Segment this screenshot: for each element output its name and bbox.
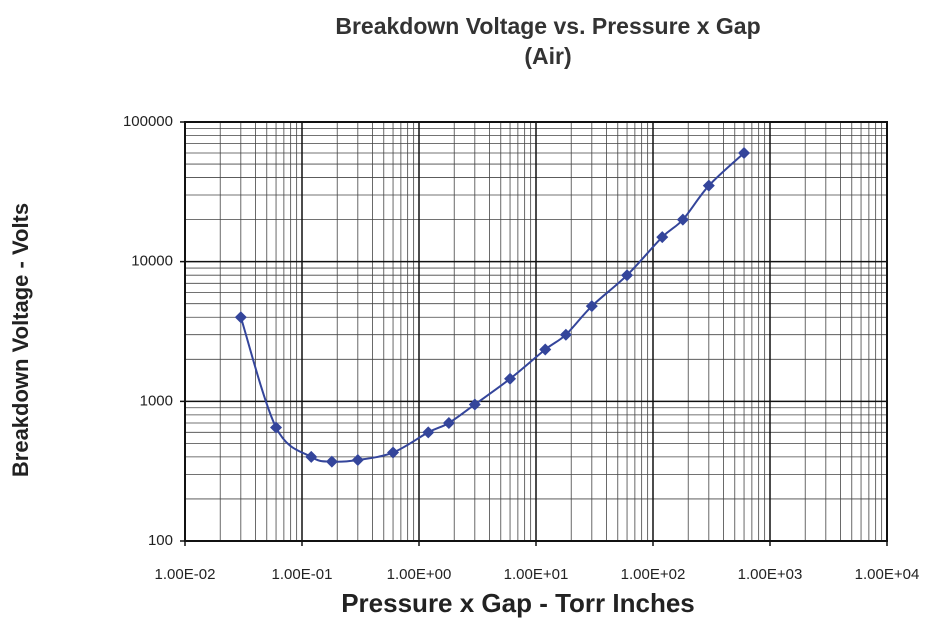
chart-title: Breakdown Voltage vs. Pressure x Gap <box>335 13 760 39</box>
y-tick-label: 100000 <box>123 113 173 130</box>
x-tick-label: 1.00E-02 <box>155 566 216 583</box>
x-tick-label: 1.00E+01 <box>504 566 569 583</box>
data-point <box>305 451 317 463</box>
y-axis-label: Breakdown Voltage - Volts <box>8 203 33 477</box>
series-line <box>241 153 744 462</box>
chart-subtitle: (Air) <box>524 43 571 69</box>
x-tick-label: 1.00E+00 <box>387 566 452 583</box>
y-tick-label: 1000 <box>140 392 173 409</box>
data-point <box>352 454 364 466</box>
y-tick-label: 10000 <box>131 253 173 270</box>
data-point <box>235 311 247 323</box>
data-point <box>443 417 455 429</box>
x-tick-label: 1.00E+04 <box>855 566 920 583</box>
x-tick-label: 1.00E-01 <box>272 566 333 583</box>
data-point <box>326 456 338 468</box>
data-point <box>422 426 434 438</box>
x-axis-label: Pressure x Gap - Torr Inches <box>341 588 695 618</box>
y-tick-label: 100 <box>148 532 173 549</box>
chart: Breakdown Voltage vs. Pressure x Gap (Ai… <box>0 0 927 620</box>
x-tick-label: 1.00E+03 <box>738 566 803 583</box>
x-tick-label: 1.00E+02 <box>621 566 686 583</box>
